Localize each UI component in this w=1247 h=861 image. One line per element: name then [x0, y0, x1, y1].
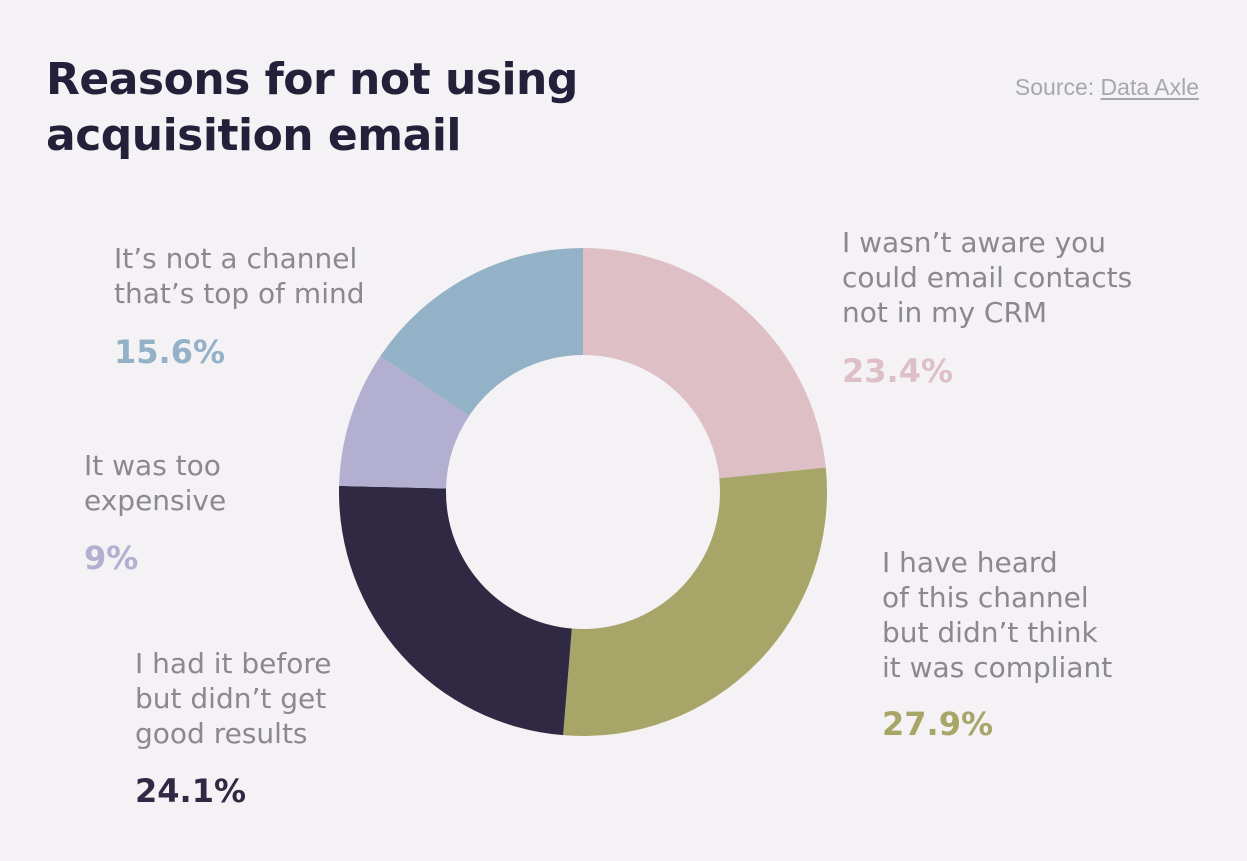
slice-label-line: I have heard — [882, 546, 1058, 579]
slice-label-line: good results — [135, 717, 308, 750]
slice-label-not-top-of-mind: It’s not a channel that’s top of mind — [114, 241, 365, 311]
slice-label-line: I had it before — [135, 647, 332, 680]
slice-value-not-compliant: 27.9% — [882, 705, 994, 743]
slice-label-line: It was too — [84, 449, 221, 482]
chart-title-line-2: acquisition email — [46, 110, 461, 161]
source-prefix: Source: — [1014, 74, 1101, 100]
slice-value-bad-results: 24.1% — [135, 772, 247, 810]
donut-slice-unaware — [583, 248, 826, 479]
source-link[interactable]: Data Axle — [1100, 74, 1199, 100]
slice-label-not-compliant: I have heard of this channel but didn’t … — [882, 545, 1112, 685]
slice-label-line: could email contacts — [842, 261, 1133, 294]
source-note: Source: Data Axle — [1015, 74, 1199, 101]
donut-slice-not-top-of-mind — [380, 248, 583, 416]
slice-label-unaware: I wasn’t aware you could email contacts … — [842, 225, 1132, 330]
slice-label-line: I wasn’t aware you — [842, 226, 1107, 259]
donut-slice-too-expensive — [339, 356, 470, 489]
slice-label-bad-results: I had it before but didn’t get good resu… — [135, 646, 332, 751]
chart-title: Reasons for not using acquisition email — [46, 52, 666, 164]
donut-slice-bad-results — [339, 485, 572, 736]
slice-value-unaware: 23.4% — [842, 352, 954, 390]
slice-label-too-expensive: It was too expensive — [84, 448, 226, 518]
slice-label-line: but didn’t get — [135, 682, 327, 715]
slice-label-line: expensive — [84, 484, 227, 517]
slice-value-too-expensive: 9% — [84, 539, 139, 577]
slice-label-line: of this channel — [882, 581, 1089, 614]
slice-label-line: It’s not a channel — [114, 242, 358, 275]
slice-label-line: that’s top of mind — [114, 277, 365, 310]
slice-value-not-top-of-mind: 15.6% — [114, 333, 226, 371]
donut-slice-not-compliant — [563, 467, 828, 736]
chart-title-line-1: Reasons for not using — [46, 54, 578, 105]
slice-label-line: it was compliant — [882, 651, 1113, 684]
slice-label-line: but didn’t think — [882, 616, 1098, 649]
slice-label-line: not in my CRM — [842, 296, 1048, 329]
